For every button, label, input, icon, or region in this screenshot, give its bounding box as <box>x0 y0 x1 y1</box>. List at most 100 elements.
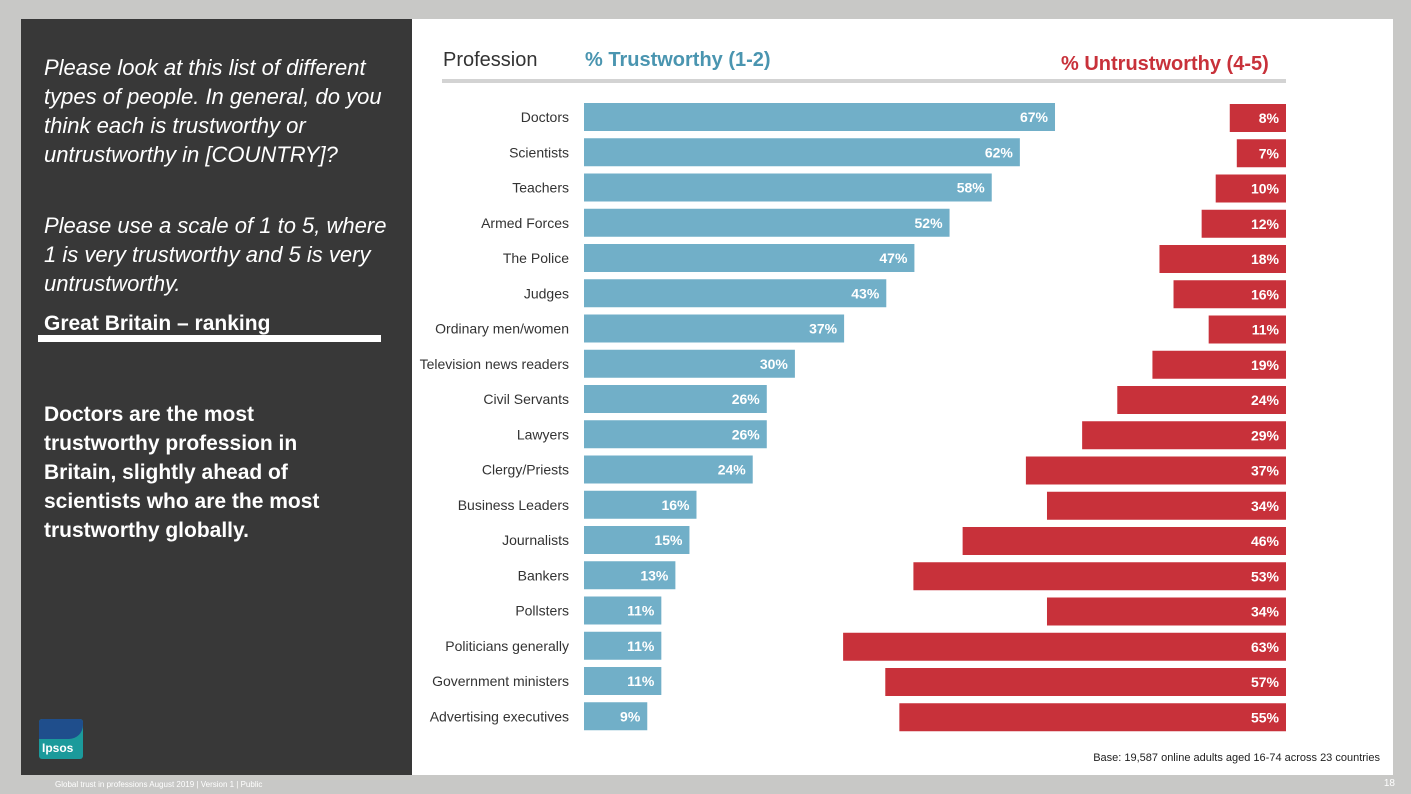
trust-bar <box>584 385 767 413</box>
trust-value-label: 9% <box>620 708 641 724</box>
category-label: Clergy/Priests <box>482 462 569 478</box>
trust-bar <box>584 667 662 695</box>
untrust-value-label: 53% <box>1251 568 1280 584</box>
trust-bar <box>584 279 887 308</box>
scale-instruction: Please use a scale of 1 to 5, where 1 is… <box>44 213 387 296</box>
untrust-bar <box>1159 245 1286 273</box>
untrust-value-label: 16% <box>1251 286 1280 302</box>
trust-bar <box>584 244 915 272</box>
category-label: Scientists <box>509 144 569 160</box>
untrust-value-label: 34% <box>1251 498 1280 514</box>
trust-value-label: 11% <box>627 603 655 619</box>
untrust-value-label: 34% <box>1251 604 1280 620</box>
header-rule <box>442 79 1286 83</box>
category-label: Civil Servants <box>483 391 569 407</box>
trust-value-label: 58% <box>957 180 986 196</box>
untrust-bar <box>1173 280 1286 309</box>
trustworthy-header: % Trustworthy (1-2) <box>585 49 771 71</box>
category-label: Ordinary men/women <box>435 321 569 337</box>
category-label: Advertising executives <box>430 708 569 724</box>
trust-value-label: 15% <box>654 532 683 548</box>
trust-bar <box>584 173 992 202</box>
untrust-bar <box>1208 315 1286 344</box>
untrust-value-label: 37% <box>1251 463 1280 479</box>
untrust-bar <box>1201 209 1286 238</box>
category-label: Teachers <box>512 180 569 196</box>
trust-bar <box>584 526 690 554</box>
untrust-value-label: 11% <box>1252 322 1280 338</box>
trust-bar <box>584 596 662 625</box>
category-label: Government ministers <box>432 673 569 689</box>
trust-value-label: 16% <box>661 497 690 513</box>
trust-bar <box>584 420 767 449</box>
untrust-bar <box>1117 386 1286 414</box>
logo-mark <box>39 719 83 739</box>
untrust-bar <box>885 668 1286 696</box>
trust-bar <box>584 631 662 660</box>
untrust-value-label: 63% <box>1251 639 1280 655</box>
trust-value-label: 26% <box>732 426 761 442</box>
category-label: Politicians generally <box>445 638 569 654</box>
trust-value-label: 11% <box>627 673 655 689</box>
untrust-bar <box>899 703 1286 732</box>
trust-bar <box>584 455 753 484</box>
untrustworthy-header: % Untrustworthy (4-5) <box>1061 53 1269 75</box>
untrust-bar <box>1229 104 1286 132</box>
insight-text: Doctors are the most trustworthy profess… <box>44 403 320 542</box>
trust-value-label: 43% <box>851 285 880 301</box>
category-label: Armed Forces <box>481 215 569 231</box>
category-label: Lawyers <box>517 426 569 442</box>
trust-bar <box>584 314 845 343</box>
trust-bar <box>584 490 697 519</box>
untrust-bar <box>1082 421 1286 450</box>
footer-text: Global trust in professions August 2019 … <box>55 780 263 789</box>
category-label: Doctors <box>521 109 569 125</box>
category-label: Pollsters <box>515 603 569 619</box>
untrust-value-label: 19% <box>1251 357 1280 373</box>
trust-value-label: 13% <box>640 567 669 583</box>
trust-value-label: 62% <box>985 144 1014 160</box>
untrust-value-label: 18% <box>1251 251 1280 267</box>
profession-header: Profession <box>443 49 538 71</box>
category-label: Television news readers <box>420 356 569 372</box>
untrust-bar <box>1046 491 1286 520</box>
untrust-bar <box>1215 174 1286 203</box>
untrust-value-label: 8% <box>1259 110 1280 126</box>
category-label: The Police <box>503 250 569 266</box>
base-note: Base: 19,587 online adults aged 16-74 ac… <box>1093 752 1380 764</box>
trust-value-label: 26% <box>732 391 761 407</box>
category-label: Judges <box>524 285 569 301</box>
untrust-bar <box>1025 456 1286 485</box>
question-text: Please look at this list of different ty… <box>44 55 382 167</box>
category-label: Business Leaders <box>458 497 569 513</box>
title-underline <box>38 335 381 342</box>
untrust-bar <box>1152 350 1286 379</box>
untrust-bar <box>962 527 1286 555</box>
trust-bar <box>584 349 795 378</box>
untrust-value-label: 46% <box>1251 533 1280 549</box>
untrust-value-label: 55% <box>1251 709 1280 725</box>
untrust-bar <box>1046 597 1286 626</box>
untrust-value-label: 7% <box>1259 145 1280 161</box>
untrust-value-label: 12% <box>1251 216 1280 232</box>
logo-text: Ipsos <box>42 741 74 755</box>
trust-value-label: 47% <box>879 250 908 266</box>
untrust-value-label: 24% <box>1251 392 1280 408</box>
region-title: Great Britain – ranking <box>44 312 271 335</box>
trust-value-label: 67% <box>1020 109 1049 125</box>
trust-bar <box>584 103 1056 131</box>
untrust-value-label: 57% <box>1251 674 1280 690</box>
untrust-bar <box>1236 139 1286 168</box>
category-label: Bankers <box>518 567 569 583</box>
category-label: Journalists <box>502 532 569 548</box>
untrust-bar <box>913 562 1286 591</box>
trust-value-label: 52% <box>915 215 944 231</box>
trust-bar <box>584 561 676 590</box>
trust-value-label: 37% <box>809 321 838 337</box>
trust-bar <box>584 208 950 237</box>
trust-bar <box>584 138 1020 167</box>
question-panel: Please look at this list of different ty… <box>21 19 412 775</box>
trust-value-label: 11% <box>627 638 655 654</box>
ipsos-logo: Ipsos <box>39 719 83 759</box>
untrust-value-label: 29% <box>1251 427 1280 443</box>
